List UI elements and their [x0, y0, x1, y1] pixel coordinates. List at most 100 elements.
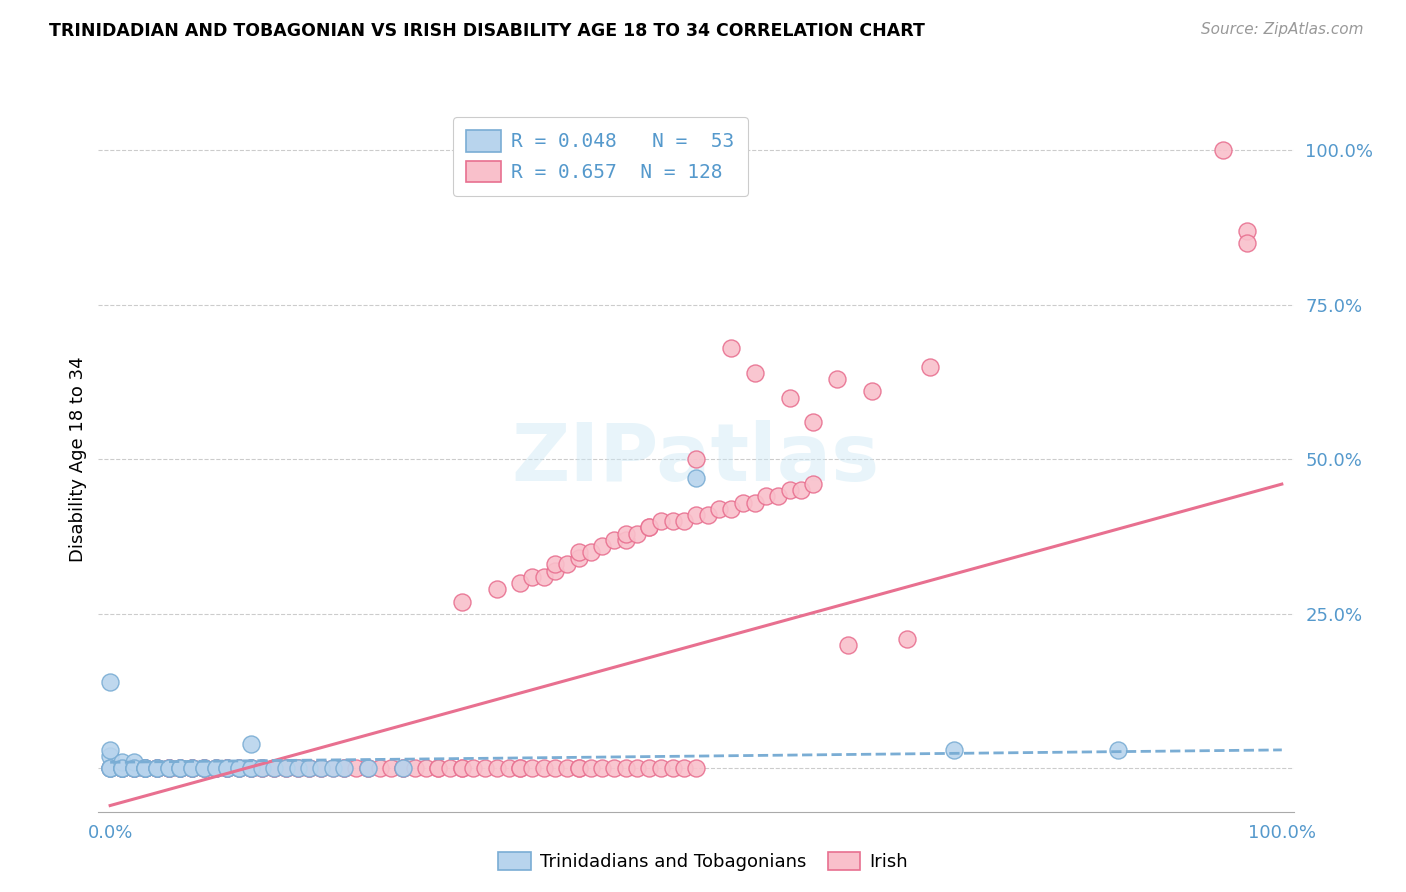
Point	[696, 508, 718, 522]
Point	[146, 761, 169, 775]
Point	[920, 359, 942, 374]
Point	[837, 638, 859, 652]
Point	[134, 761, 156, 775]
Point	[603, 533, 626, 547]
Point	[485, 582, 508, 597]
Point	[157, 761, 180, 775]
Point	[415, 761, 437, 775]
Point	[555, 761, 578, 775]
Point	[685, 471, 707, 485]
Point	[322, 761, 344, 775]
Point	[287, 761, 309, 775]
Point	[98, 743, 121, 757]
Point	[344, 761, 367, 775]
Point	[333, 761, 356, 775]
Point	[568, 761, 591, 775]
Point	[661, 514, 683, 528]
Point	[263, 761, 285, 775]
Point	[111, 761, 134, 775]
Point	[111, 756, 134, 770]
Point	[357, 761, 380, 775]
Point	[111, 761, 134, 775]
Point	[591, 539, 613, 553]
Point	[193, 761, 215, 775]
Point	[98, 761, 121, 775]
Point	[568, 551, 591, 566]
Point	[298, 761, 321, 775]
Point	[169, 761, 191, 775]
Point	[134, 761, 156, 775]
Point	[309, 761, 332, 775]
Point	[509, 761, 531, 775]
Point	[498, 761, 520, 775]
Point	[591, 761, 613, 775]
Point	[614, 533, 637, 547]
Point	[626, 526, 648, 541]
Point	[568, 761, 591, 775]
Point	[98, 761, 121, 775]
Point	[731, 496, 754, 510]
Point	[439, 761, 461, 775]
Point	[134, 761, 156, 775]
Point	[146, 761, 169, 775]
Point	[181, 761, 204, 775]
Point	[673, 761, 696, 775]
Point	[661, 761, 683, 775]
Point	[825, 372, 848, 386]
Point	[650, 761, 672, 775]
Point	[239, 761, 262, 775]
Point	[181, 761, 204, 775]
Point	[287, 761, 309, 775]
Point	[169, 761, 191, 775]
Point	[579, 761, 602, 775]
Point	[111, 761, 134, 775]
Point	[1107, 743, 1129, 757]
Point	[204, 761, 226, 775]
Point	[450, 594, 472, 608]
Point	[111, 761, 134, 775]
Point	[157, 761, 180, 775]
Point	[509, 761, 531, 775]
Point	[146, 761, 169, 775]
Point	[942, 743, 965, 757]
Point	[217, 761, 239, 775]
Point	[427, 761, 450, 775]
Point	[239, 761, 262, 775]
Text: TRINIDADIAN AND TOBAGONIAN VS IRISH DISABILITY AGE 18 TO 34 CORRELATION CHART: TRINIDADIAN AND TOBAGONIAN VS IRISH DISA…	[49, 22, 925, 40]
Point	[614, 526, 637, 541]
Legend: Trinidadians and Tobagonians, Irish: Trinidadians and Tobagonians, Irish	[491, 845, 915, 879]
Point	[122, 761, 145, 775]
Point	[450, 761, 472, 775]
Point	[181, 761, 204, 775]
Point	[239, 737, 262, 751]
Point	[801, 477, 824, 491]
Point	[274, 761, 297, 775]
Point	[685, 508, 707, 522]
Point	[357, 761, 380, 775]
Point	[896, 632, 918, 646]
Point	[309, 761, 332, 775]
Point	[228, 761, 250, 775]
Point	[263, 761, 285, 775]
Point	[779, 483, 801, 498]
Point	[157, 761, 180, 775]
Point	[544, 564, 567, 578]
Point	[193, 761, 215, 775]
Point	[217, 761, 239, 775]
Point	[98, 674, 121, 689]
Point	[134, 761, 156, 775]
Point	[801, 415, 824, 429]
Point	[169, 761, 191, 775]
Point	[111, 761, 134, 775]
Point	[228, 761, 250, 775]
Point	[650, 514, 672, 528]
Point	[638, 520, 661, 534]
Point	[134, 761, 156, 775]
Point	[392, 761, 415, 775]
Point	[122, 761, 145, 775]
Point	[755, 490, 778, 504]
Point	[252, 761, 274, 775]
Point	[263, 761, 285, 775]
Point	[685, 452, 707, 467]
Point	[333, 761, 356, 775]
